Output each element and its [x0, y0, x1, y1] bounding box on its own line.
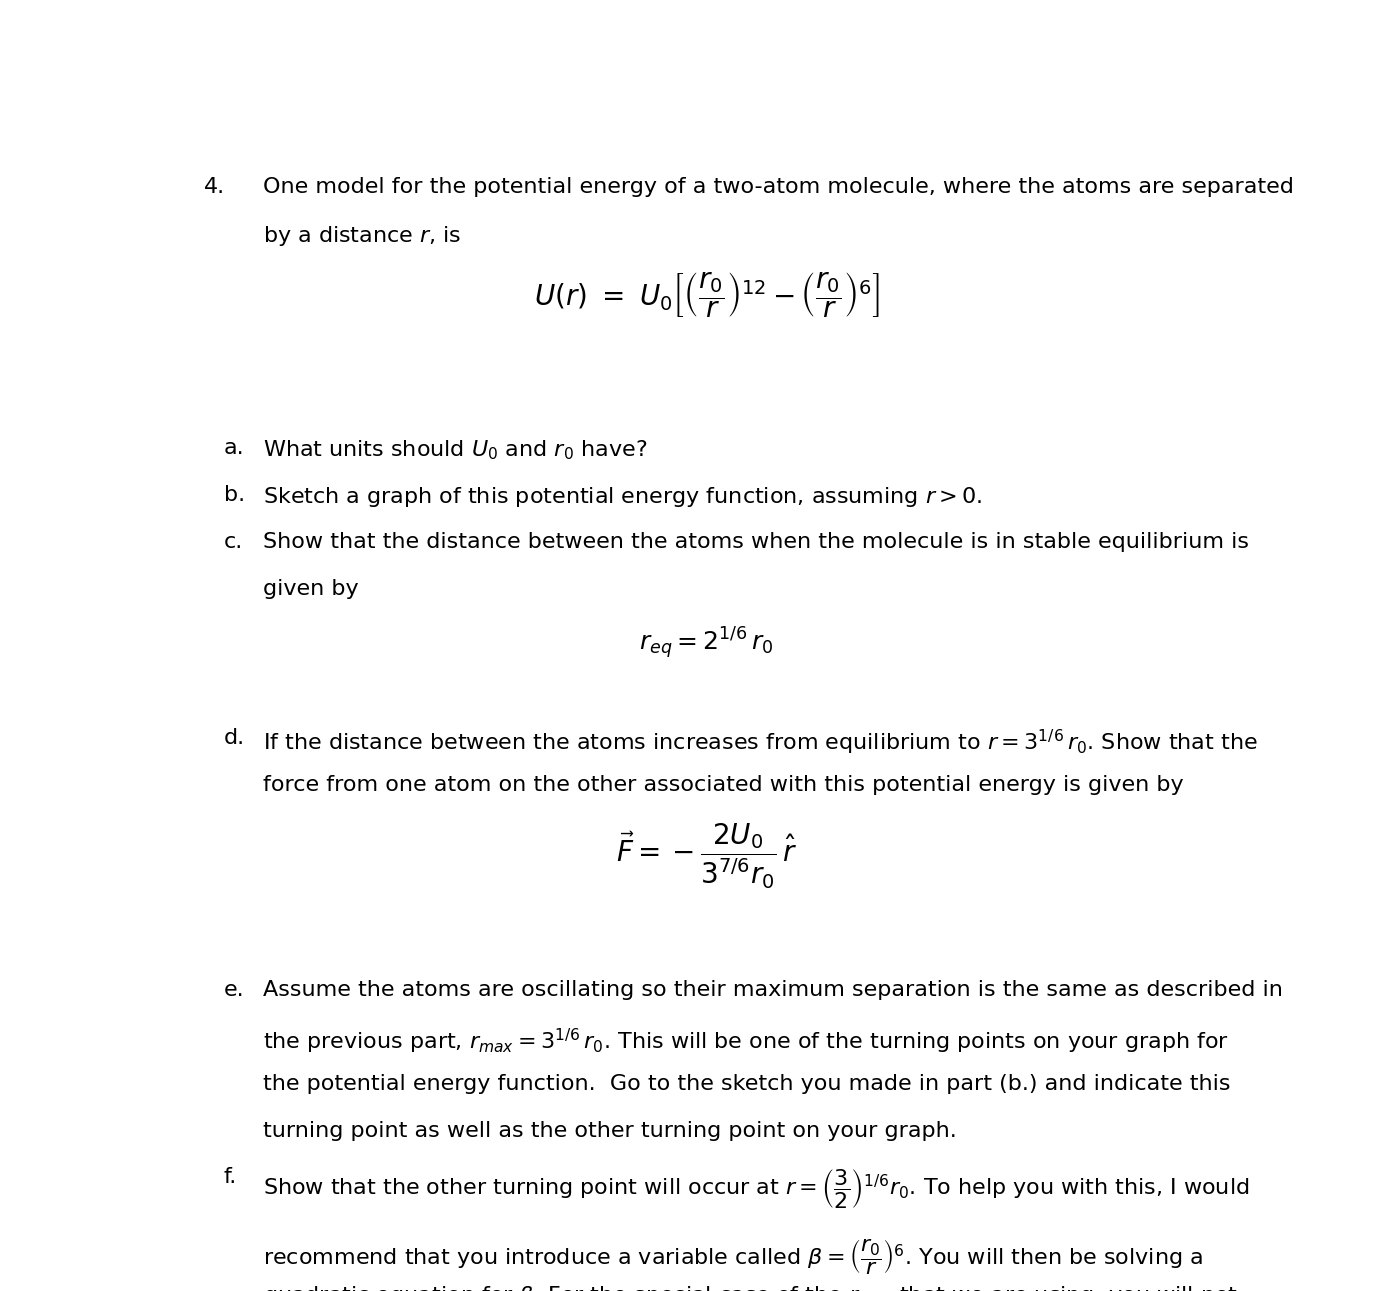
Text: force from one atom on the other associated with this potential energy is given : force from one atom on the other associa… [263, 775, 1183, 795]
Text: c.: c. [223, 532, 243, 551]
Text: Assume the atoms are oscillating so their maximum separation is the same as desc: Assume the atoms are oscillating so thei… [263, 980, 1282, 1001]
Text: e.: e. [223, 980, 244, 1001]
Text: d.: d. [223, 728, 245, 747]
Text: b.: b. [223, 485, 245, 505]
Text: given by: given by [263, 578, 359, 599]
Text: the previous part, $r_{max} = 3^{1/6} \, r_0$. This will be one of the turning p: the previous part, $r_{max} = 3^{1/6} \,… [263, 1028, 1229, 1056]
Text: $\vec{F} = -\dfrac{2U_0}{3^{7/6}r_0}\,\hat{r}$: $\vec{F} = -\dfrac{2U_0}{3^{7/6}r_0}\,\h… [616, 821, 797, 891]
Text: $r_{eq} = 2^{1/6} \, r_0$: $r_{eq} = 2^{1/6} \, r_0$ [640, 625, 774, 661]
Text: 4.: 4. [204, 177, 226, 196]
Text: a.: a. [223, 439, 244, 458]
Text: One model for the potential energy of a two-atom molecule, where the atoms are s: One model for the potential energy of a … [263, 177, 1294, 196]
Text: If the distance between the atoms increases from equilibrium to $r = 3^{1/6} \, : If the distance between the atoms increa… [263, 728, 1258, 758]
Text: $U(r) \ = \ U_0 \left[ \left(\dfrac{r_0}{r}\right)^{12} - \left(\dfrac{r_0}{r}\r: $U(r) \ = \ U_0 \left[ \left(\dfrac{r_0}… [534, 270, 880, 320]
Text: Show that the other turning point will occur at $r = \left(\dfrac{3}{2}\right)^{: Show that the other turning point will o… [263, 1167, 1249, 1210]
Text: quadratic equation for $\beta$. For the special case of the $r_{max}$ that we ar: quadratic equation for $\beta$. For the … [263, 1285, 1238, 1291]
Text: the potential energy function.  Go to the sketch you made in part (b.) and indic: the potential energy function. Go to the… [263, 1074, 1230, 1093]
Text: What units should $U_0$ and $r_0$ have?: What units should $U_0$ and $r_0$ have? [263, 439, 648, 462]
Text: f.: f. [223, 1167, 237, 1188]
Text: by a distance $r$, is: by a distance $r$, is [263, 223, 462, 248]
Text: turning point as well as the other turning point on your graph.: turning point as well as the other turni… [263, 1121, 957, 1140]
Text: Show that the distance between the atoms when the molecule is in stable equilibr: Show that the distance between the atoms… [263, 532, 1249, 551]
Text: recommend that you introduce a variable called $\beta = \left(\dfrac{r_0}{r}\rig: recommend that you introduce a variable … [263, 1237, 1202, 1277]
Text: Sketch a graph of this potential energy function, assuming $r > 0$.: Sketch a graph of this potential energy … [263, 485, 982, 509]
